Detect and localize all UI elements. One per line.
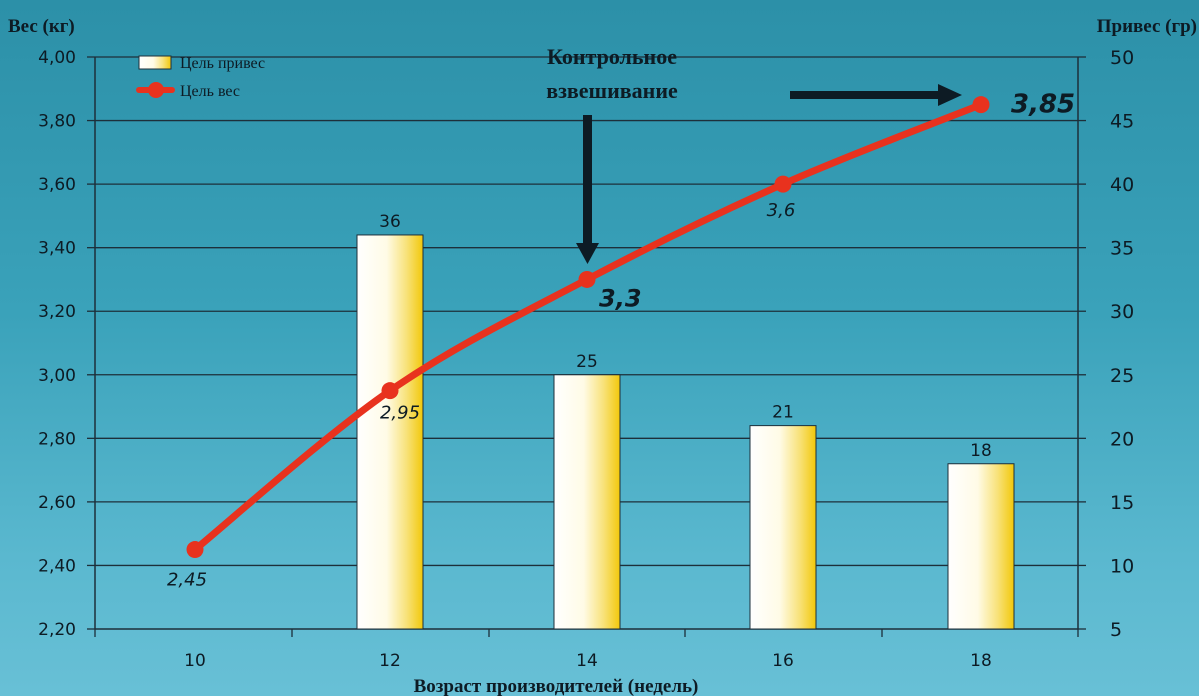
line-point-label: 3,85 bbox=[1011, 90, 1075, 120]
y-right-axis-title: Привес (гр) bbox=[1097, 16, 1197, 37]
annotation-text-line2: взвешивание bbox=[546, 78, 678, 103]
legend-bar-label: Цель привес bbox=[180, 55, 265, 72]
bar bbox=[947, 463, 1015, 630]
x-tick-label: 16 bbox=[772, 651, 794, 671]
bar bbox=[749, 425, 817, 630]
annotation: Контрольное взвешивание bbox=[546, 44, 962, 264]
line-point bbox=[774, 175, 792, 193]
y-left-tick-label: 2,40 bbox=[38, 556, 76, 576]
y-left-tick-label: 3,60 bbox=[38, 175, 76, 195]
legend-bar-swatch bbox=[138, 55, 172, 70]
down-arrow-icon bbox=[576, 115, 599, 264]
y-left-tick-label: 3,00 bbox=[38, 366, 76, 386]
bar bbox=[356, 234, 424, 630]
x-tick-label: 14 bbox=[576, 651, 598, 671]
y-left-tick-label: 3,80 bbox=[38, 112, 76, 132]
bar-value-label: 18 bbox=[970, 441, 992, 461]
legend-line-marker bbox=[148, 82, 164, 98]
y-left-tick-label: 2,60 bbox=[38, 493, 76, 513]
y-right-tick-label: 20 bbox=[1110, 428, 1134, 450]
x-tick-label: 10 bbox=[184, 651, 206, 671]
y-left-axis-title: Вес (кг) bbox=[8, 16, 75, 37]
bar bbox=[553, 374, 621, 630]
line-point bbox=[972, 96, 990, 114]
y-right-tick-label: 5 bbox=[1110, 619, 1122, 641]
legend-line-label: Цель вес bbox=[180, 83, 240, 100]
x-tick-label: 18 bbox=[970, 651, 992, 671]
y-left-tick-label: 2,80 bbox=[38, 429, 76, 449]
y-right-tick-label: 45 bbox=[1110, 111, 1134, 133]
annotation-text-line1: Контрольное bbox=[547, 44, 677, 69]
line-point-label: 3,6 bbox=[767, 200, 796, 221]
y-left-tick-label: 4,00 bbox=[38, 48, 76, 68]
y-left-tick-label: 3,40 bbox=[38, 239, 76, 259]
legend: Цель привес Цель вес bbox=[136, 55, 265, 100]
bar-value-label: 36 bbox=[379, 212, 401, 232]
line-series bbox=[186, 96, 990, 559]
y-right-tick-label: 10 bbox=[1110, 555, 1134, 577]
line-point-label: 2,45 bbox=[167, 570, 207, 591]
x-tick-label: 12 bbox=[379, 651, 401, 671]
line-point bbox=[381, 382, 399, 400]
y-left-tick-label: 3,20 bbox=[38, 302, 76, 322]
y-right-tick-label: 15 bbox=[1110, 492, 1134, 514]
y-right-tick-label: 40 bbox=[1110, 174, 1134, 196]
line-point-label: 2,95 bbox=[380, 403, 420, 424]
bar-value-label: 21 bbox=[772, 403, 794, 423]
line-point bbox=[186, 541, 204, 559]
right-arrow-icon bbox=[790, 84, 962, 106]
bar-value-label: 25 bbox=[576, 352, 598, 372]
x-axis-title: Возраст производителей (недель) bbox=[414, 676, 699, 696]
tick-labels: 2,20 2,40 2,60 2,80 3,00 3,20 3,40 3,60 3,80 4,00… bbox=[38, 47, 1134, 671]
y-right-tick-label: 25 bbox=[1110, 365, 1134, 387]
y-right-tick-label: 30 bbox=[1110, 301, 1134, 323]
y-right-tick-label: 50 bbox=[1110, 47, 1134, 69]
line-point bbox=[578, 270, 596, 288]
bar-series bbox=[356, 234, 1015, 630]
y-left-tick-label: 2,20 bbox=[38, 620, 76, 640]
line-point-label: 3,3 bbox=[599, 284, 642, 312]
y-right-tick-label: 35 bbox=[1110, 238, 1134, 260]
